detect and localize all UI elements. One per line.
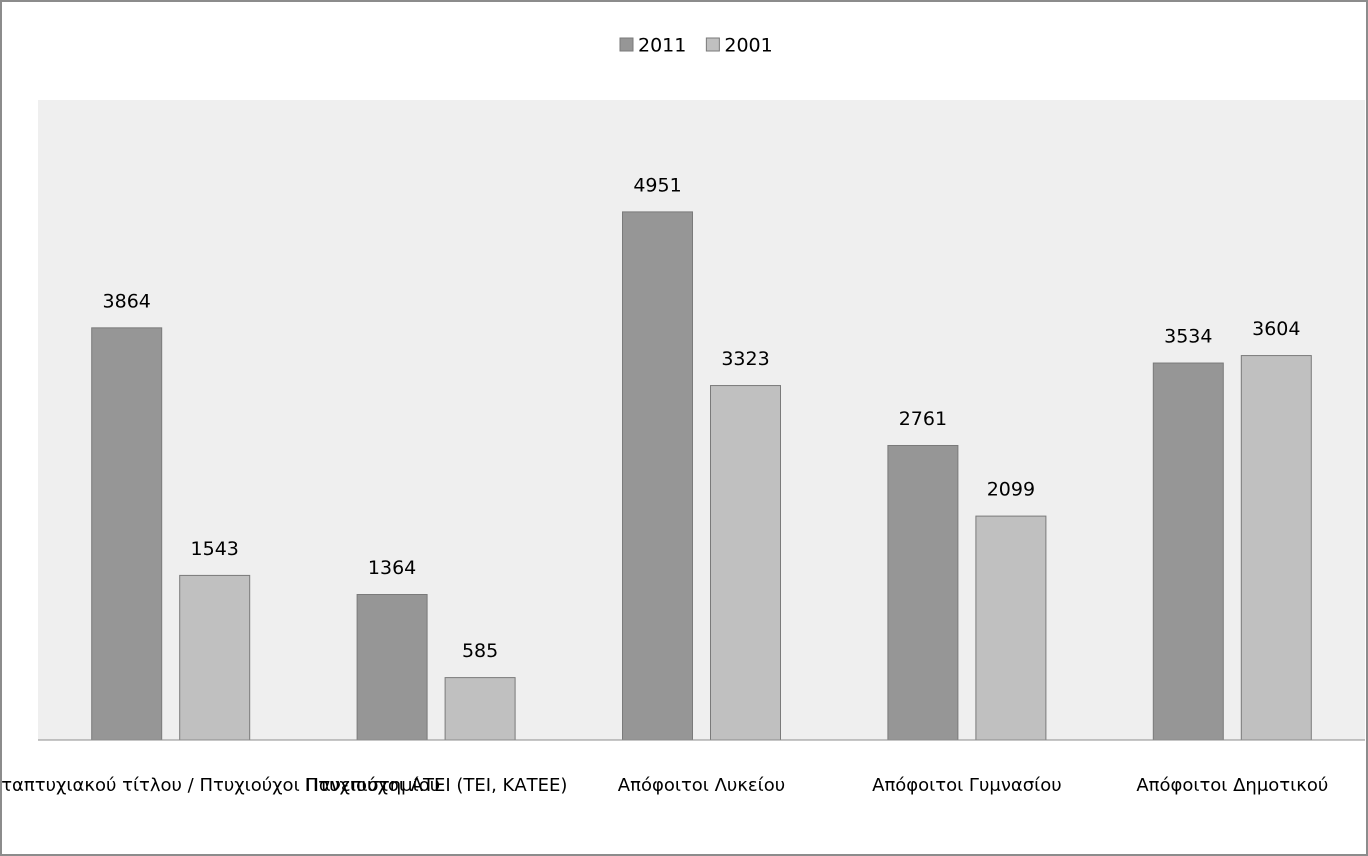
x-tick-label: Απόφοιτοι Γυμνασίου	[872, 775, 1062, 796]
data-label: 1364	[368, 557, 416, 579]
x-tick-label: Απόφοιτοι Δημοτικού	[1136, 775, 1328, 796]
data-label: 3534	[1164, 326, 1212, 348]
bar	[622, 211, 693, 741]
legend-label: 2001	[724, 35, 772, 57]
data-label: 2099	[987, 479, 1035, 501]
bar	[710, 385, 781, 741]
x-tick-label: Πτυχιούχοι ΑΤΕΙ (ΤΕΙ, ΚΑΤΕΕ)	[305, 775, 568, 796]
legend-swatch	[619, 37, 634, 52]
bar	[91, 327, 163, 741]
x-tick-label: Απόφοιτοι Λυκείου	[618, 775, 785, 796]
data-label: 4951	[633, 174, 681, 196]
bar	[179, 574, 251, 741]
data-label: 3323	[721, 348, 769, 370]
data-label: 3604	[1252, 318, 1300, 340]
data-label: 2761	[899, 408, 947, 430]
bar	[1152, 362, 1224, 741]
bar	[444, 677, 516, 741]
data-label: 585	[462, 640, 498, 662]
bar	[1240, 355, 1312, 741]
legend-label: 2011	[638, 35, 686, 57]
x-tick-label: Κάτοχοι μεταπτυχιακού τίτλου / Πτυχιούχο…	[0, 775, 440, 796]
bar	[887, 444, 959, 741]
data-label: 1543	[191, 538, 239, 560]
bar	[356, 594, 428, 741]
legend-swatch	[705, 37, 720, 52]
bar	[975, 515, 1047, 741]
plot-area	[38, 100, 1365, 740]
data-label: 3864	[103, 290, 151, 312]
